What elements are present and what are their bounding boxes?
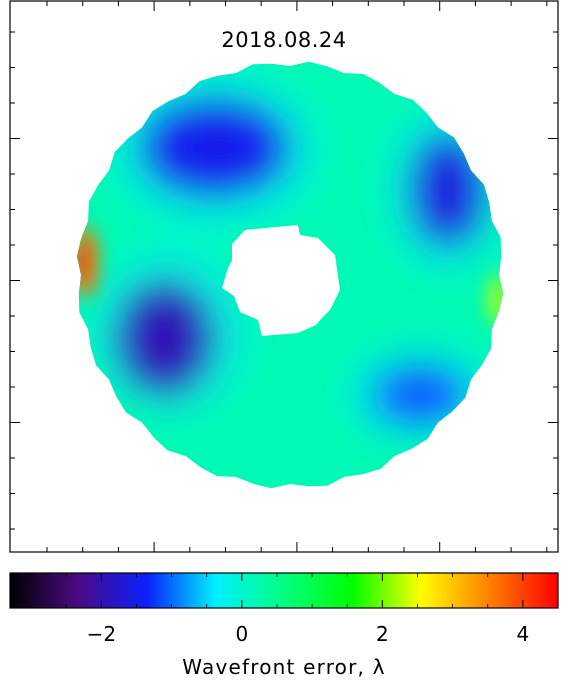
colorbar-tick-label: 0 (235, 622, 249, 646)
colorbar-ticks (30, 573, 524, 608)
wavefront-map (76, 61, 504, 489)
colorbar-tick-label: 2 (375, 622, 389, 646)
frame-ticks (10, 1, 558, 552)
colorbar-tick-label: −2 (86, 622, 117, 646)
colorbar (9, 572, 559, 609)
wavefront-region (115, 280, 215, 396)
wavefront-region (140, 98, 290, 198)
wavefront-region (372, 365, 468, 425)
chart-title: 2018.08.24 (221, 28, 347, 52)
colorbar-tick-label: 4 (516, 622, 530, 646)
colorbar-label: Wavefront error, λ (182, 655, 386, 679)
central-obscuration (222, 225, 340, 336)
